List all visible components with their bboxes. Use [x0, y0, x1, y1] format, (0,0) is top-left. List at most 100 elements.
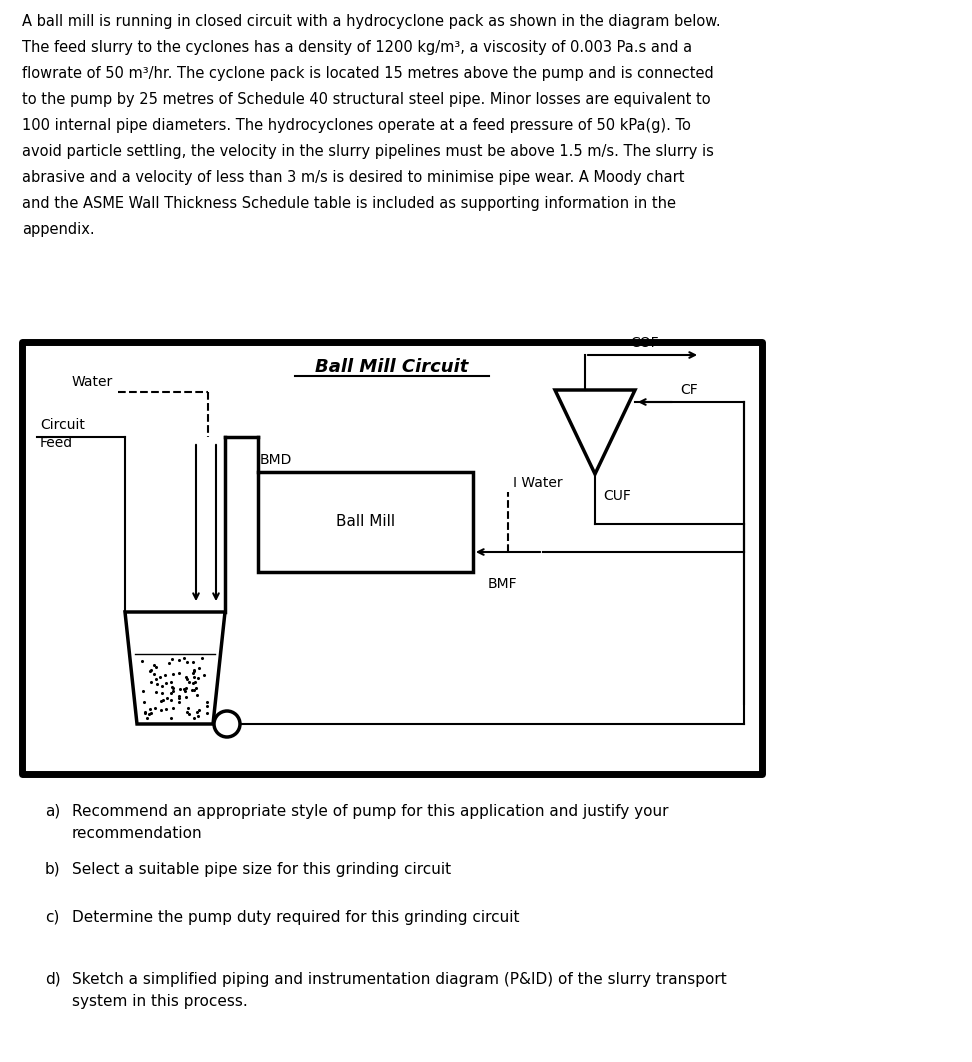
Point [171, 689, 187, 706]
Point [185, 665, 200, 682]
Point [161, 654, 177, 671]
Point [187, 662, 202, 679]
Text: BMF: BMF [488, 577, 518, 590]
Point [187, 674, 202, 691]
Point [163, 673, 179, 690]
Text: Ball Mill: Ball Mill [336, 514, 395, 530]
Point [190, 686, 205, 703]
Text: to the pump by 25 metres of Schedule 40 structural steel pipe. Minor losses are : to the pump by 25 metres of Schedule 40 … [22, 92, 711, 107]
Point [184, 682, 199, 699]
Point [199, 705, 215, 722]
Point [172, 651, 188, 668]
Point [149, 683, 164, 700]
Point [137, 704, 153, 721]
Point [158, 674, 174, 691]
Text: Determine the pump duty required for this grinding circuit: Determine the pump duty required for thi… [72, 910, 519, 925]
Point [164, 679, 180, 696]
Text: a): a) [45, 804, 60, 819]
Point [179, 671, 194, 688]
Point [147, 700, 162, 717]
Text: Ball Mill Circuit: Ball Mill Circuit [315, 358, 469, 376]
Point [155, 684, 170, 701]
Point [185, 653, 200, 670]
Point [142, 700, 157, 717]
Point [190, 708, 205, 725]
Text: 100 internal pipe diameters. The hydrocyclones operate at a feed pressure of 50 : 100 internal pipe diameters. The hydrocy… [22, 118, 691, 133]
Point [181, 705, 196, 722]
Point [191, 660, 207, 676]
Text: Select a suitable pipe size for this grinding circuit: Select a suitable pipe size for this gri… [72, 862, 451, 877]
Text: I Water: I Water [513, 476, 563, 490]
Point [154, 692, 169, 709]
Bar [22, 342, 762, 774]
Point [188, 680, 203, 697]
Point [181, 673, 196, 690]
Point [159, 689, 175, 706]
Text: CUF: CUF [603, 489, 631, 503]
Point [153, 701, 168, 718]
Point [163, 709, 179, 726]
Point [171, 693, 187, 710]
Text: COF: COF [631, 336, 659, 350]
Text: Recommend an appropriate style of pump for this application and justify your: Recommend an appropriate style of pump f… [72, 804, 669, 819]
Point [157, 667, 173, 684]
Point [187, 709, 202, 726]
Point [163, 685, 179, 702]
Point [180, 704, 195, 721]
Text: Water: Water [72, 375, 113, 389]
Point [190, 703, 205, 720]
Point [171, 665, 187, 682]
Point [138, 705, 154, 722]
Point [178, 669, 193, 686]
Text: b): b) [45, 862, 60, 877]
Point [144, 704, 159, 721]
Point [149, 675, 164, 692]
Bar [258, 472, 473, 572]
Point [187, 662, 202, 679]
Text: Sketch a simplified piping and instrumentation diagram (P&ID) of the slurry tran: Sketch a simplified piping and instrumen… [72, 972, 727, 987]
Point [141, 705, 156, 722]
Point [199, 693, 215, 710]
Point [176, 681, 191, 698]
Point [142, 663, 157, 680]
Point [148, 658, 163, 675]
Text: A ball mill is running in closed circuit with a hydrocyclone pack as shown in th: A ball mill is running in closed circuit… [22, 14, 720, 29]
Point [180, 653, 195, 670]
Point [172, 680, 188, 697]
Point [165, 682, 181, 699]
Point [158, 701, 174, 718]
Point [164, 650, 180, 667]
Text: flowrate of 50 m³/hr. The cyclone pack is located 15 metres above the pump and i: flowrate of 50 m³/hr. The cyclone pack i… [22, 66, 713, 81]
Point [186, 669, 201, 686]
Point [196, 667, 212, 684]
Point [171, 688, 187, 705]
Point [165, 680, 181, 697]
Point [163, 691, 179, 708]
Text: appendix.: appendix. [22, 222, 94, 237]
Point [134, 652, 150, 669]
Point [199, 698, 215, 715]
Point [179, 680, 194, 697]
Point [165, 665, 181, 682]
Point [140, 709, 156, 726]
Point [177, 683, 192, 700]
Text: d): d) [45, 972, 60, 987]
Point [156, 691, 171, 708]
Point [181, 700, 196, 717]
Text: Circuit: Circuit [40, 418, 85, 432]
Point [190, 669, 205, 686]
Point [176, 650, 191, 667]
Text: c): c) [45, 910, 59, 925]
Text: CF: CF [680, 383, 698, 397]
Text: BMD: BMD [260, 453, 293, 467]
Text: and the ASME Wall Thickness Schedule table is included as supporting information: and the ASME Wall Thickness Schedule tab… [22, 196, 676, 211]
Text: Feed: Feed [40, 436, 73, 450]
Point [143, 673, 158, 690]
Point [194, 650, 210, 667]
Point [165, 700, 181, 717]
Point [149, 671, 164, 688]
Point [186, 674, 201, 691]
Text: system in this process.: system in this process. [72, 994, 248, 1009]
Point [179, 688, 194, 705]
Point [136, 693, 152, 710]
